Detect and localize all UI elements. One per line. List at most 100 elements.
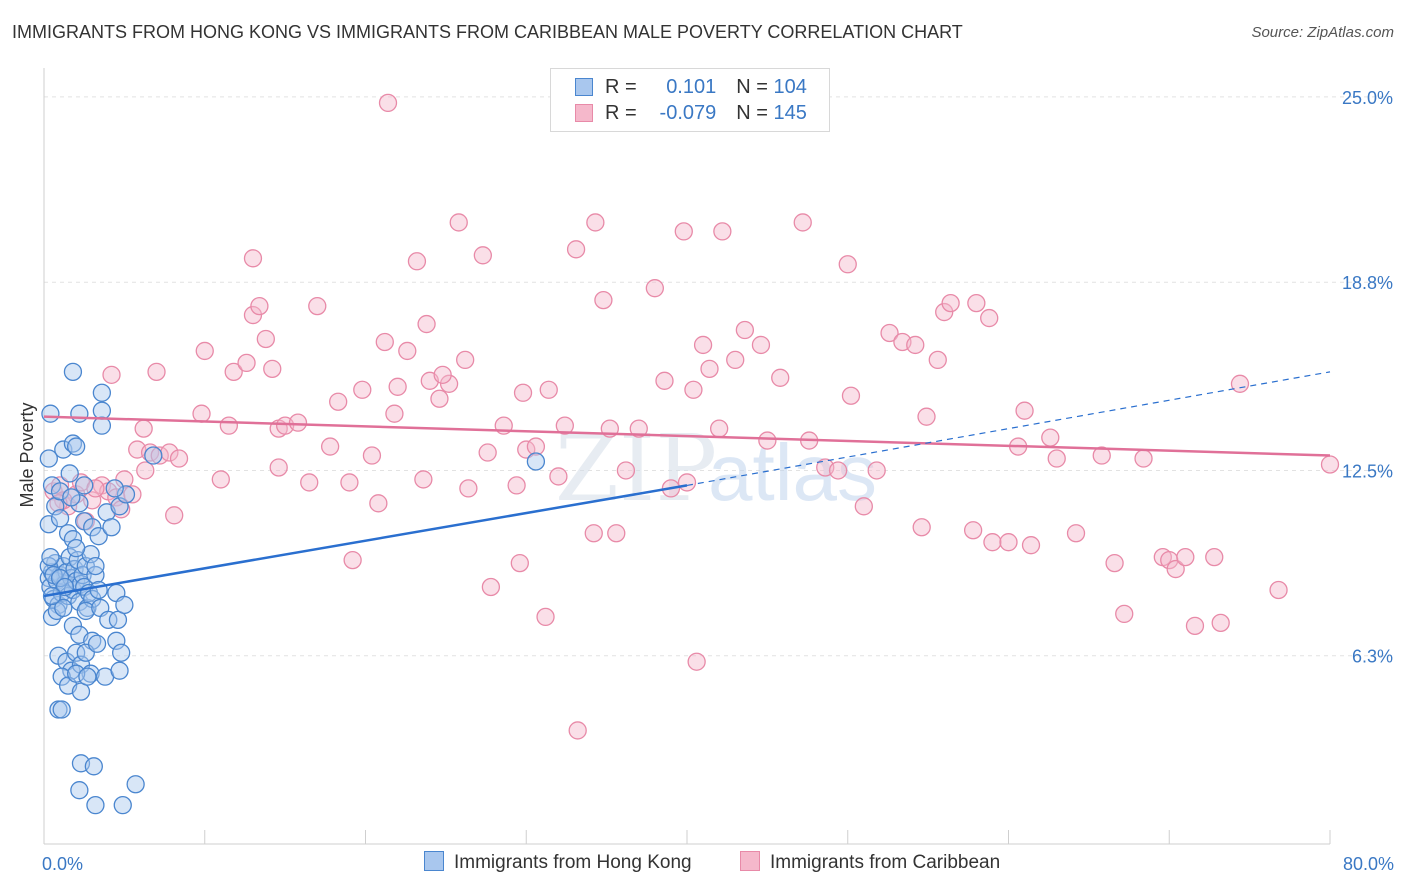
caribbean-point bbox=[758, 431, 777, 450]
caribbean-point bbox=[629, 419, 648, 438]
caribbean-point bbox=[1092, 446, 1111, 465]
caribbean-point bbox=[655, 371, 674, 390]
y-tick-label: 25.0% bbox=[1342, 88, 1393, 108]
caribbean-point bbox=[710, 419, 729, 438]
watermark-atlas: atlas bbox=[708, 428, 877, 517]
r-label: R = bbox=[605, 76, 643, 98]
caribbean-point bbox=[751, 335, 771, 355]
hong-kong-point bbox=[78, 598, 97, 618]
caribbean-point bbox=[433, 365, 452, 384]
hong-kong-point bbox=[99, 610, 118, 630]
hong-kong-point bbox=[113, 796, 132, 815]
caribbean-point bbox=[674, 222, 693, 241]
caribbean-point bbox=[219, 416, 239, 435]
caribbean-point bbox=[224, 362, 243, 382]
caribbean-point bbox=[584, 524, 603, 543]
caribbean-point bbox=[999, 533, 1018, 552]
r-label: R = bbox=[605, 102, 643, 124]
hong-kong-point bbox=[115, 595, 134, 615]
caribbean-point bbox=[967, 293, 986, 313]
r-value: -0.079 bbox=[659, 102, 717, 124]
caribbean-point bbox=[478, 443, 497, 462]
grid-lines bbox=[44, 96, 1392, 657]
caribbean-point bbox=[1320, 455, 1340, 474]
hong-kong-point bbox=[41, 404, 60, 423]
caribbean-point bbox=[568, 721, 587, 740]
hong-kong-point bbox=[50, 482, 70, 501]
legend-item-hong-kong: Immigrants from Hong Kong bbox=[424, 851, 692, 874]
hong-kong-point bbox=[62, 488, 81, 507]
hong-kong-point bbox=[67, 539, 86, 558]
stats-legend-row-caribbean: R = -0.079 N = 145 bbox=[575, 102, 807, 128]
caribbean-point bbox=[195, 341, 214, 361]
caribbean-point bbox=[1211, 613, 1230, 633]
caribbean-point bbox=[526, 437, 546, 456]
caribbean-point bbox=[134, 419, 153, 438]
hong-kong-point bbox=[89, 527, 108, 546]
hong-kong-point bbox=[89, 580, 108, 600]
caribbean-point bbox=[536, 607, 555, 627]
caribbean-point bbox=[243, 249, 263, 268]
hong-kong-point bbox=[62, 661, 81, 680]
caribbean-point bbox=[378, 93, 398, 113]
hong-kong-point bbox=[112, 643, 131, 662]
caribbean-point bbox=[549, 467, 568, 486]
hong-kong-point bbox=[78, 667, 97, 686]
caribbean-point bbox=[430, 389, 449, 408]
caribbean-point bbox=[123, 485, 142, 504]
caribbean-legend-swatch bbox=[740, 851, 760, 871]
caribbean-point bbox=[300, 473, 319, 492]
caribbean-point bbox=[456, 350, 475, 370]
hong-kong-point bbox=[86, 556, 105, 576]
caribbean-point bbox=[1185, 616, 1205, 636]
caribbean-point bbox=[1205, 547, 1224, 567]
caribbean-point bbox=[1176, 547, 1195, 567]
caribbean-point bbox=[677, 473, 697, 492]
caribbean-point bbox=[369, 494, 388, 513]
hong-kong-point bbox=[42, 586, 62, 606]
caribbean-point bbox=[165, 506, 184, 525]
stats-legend: R = 0.101 N = 104 R = -0.079 N = 145 bbox=[550, 68, 830, 132]
stats-legend-row-hong-kong: R = 0.101 N = 104 bbox=[575, 76, 807, 102]
caribbean-point bbox=[771, 368, 790, 387]
caribbean-point bbox=[481, 577, 501, 597]
hong-kong-trend-line bbox=[43, 484, 688, 598]
caribbean-point bbox=[935, 302, 954, 322]
caribbean-point bbox=[555, 416, 574, 435]
caribbean-point bbox=[1115, 604, 1134, 624]
caribbean-point bbox=[417, 314, 436, 334]
trend-lines bbox=[43, 371, 1331, 598]
caribbean-point bbox=[407, 252, 427, 271]
caribbean-point bbox=[917, 407, 936, 426]
hong-kong-point bbox=[50, 509, 70, 528]
chart-source: Source: ZipAtlas.com bbox=[1251, 24, 1394, 41]
hong-kong-point bbox=[67, 664, 86, 683]
caribbean-point bbox=[735, 320, 755, 340]
caribbean-point bbox=[329, 392, 348, 411]
hong-kong-swatch bbox=[575, 78, 593, 96]
caribbean-point bbox=[1166, 559, 1185, 579]
legend-label: Immigrants from Hong Kong bbox=[454, 852, 692, 873]
axes bbox=[43, 68, 1331, 845]
hong-kong-point bbox=[102, 518, 121, 537]
hong-kong-point bbox=[92, 383, 112, 402]
caribbean-point bbox=[237, 353, 256, 373]
caribbean-point bbox=[398, 341, 417, 361]
caribbean-point bbox=[963, 521, 983, 540]
caribbean-point bbox=[1134, 449, 1153, 468]
caribbean-point bbox=[687, 652, 706, 671]
hong-kong-point bbox=[50, 568, 70, 588]
caribbean-point bbox=[192, 404, 211, 423]
caribbean-point bbox=[256, 329, 275, 349]
caribbean-point bbox=[854, 497, 873, 516]
caribbean-point bbox=[838, 255, 857, 274]
y-tick-label: 12.5% bbox=[1342, 461, 1393, 481]
hong-kong-point bbox=[54, 598, 73, 618]
legend-item-caribbean: Immigrants from Caribbean bbox=[740, 851, 1000, 874]
hong-kong-point bbox=[144, 446, 163, 465]
hong-kong-point bbox=[81, 664, 100, 683]
caribbean-point bbox=[169, 449, 189, 468]
hong-kong-point bbox=[70, 404, 89, 423]
caribbean-point bbox=[243, 305, 263, 325]
